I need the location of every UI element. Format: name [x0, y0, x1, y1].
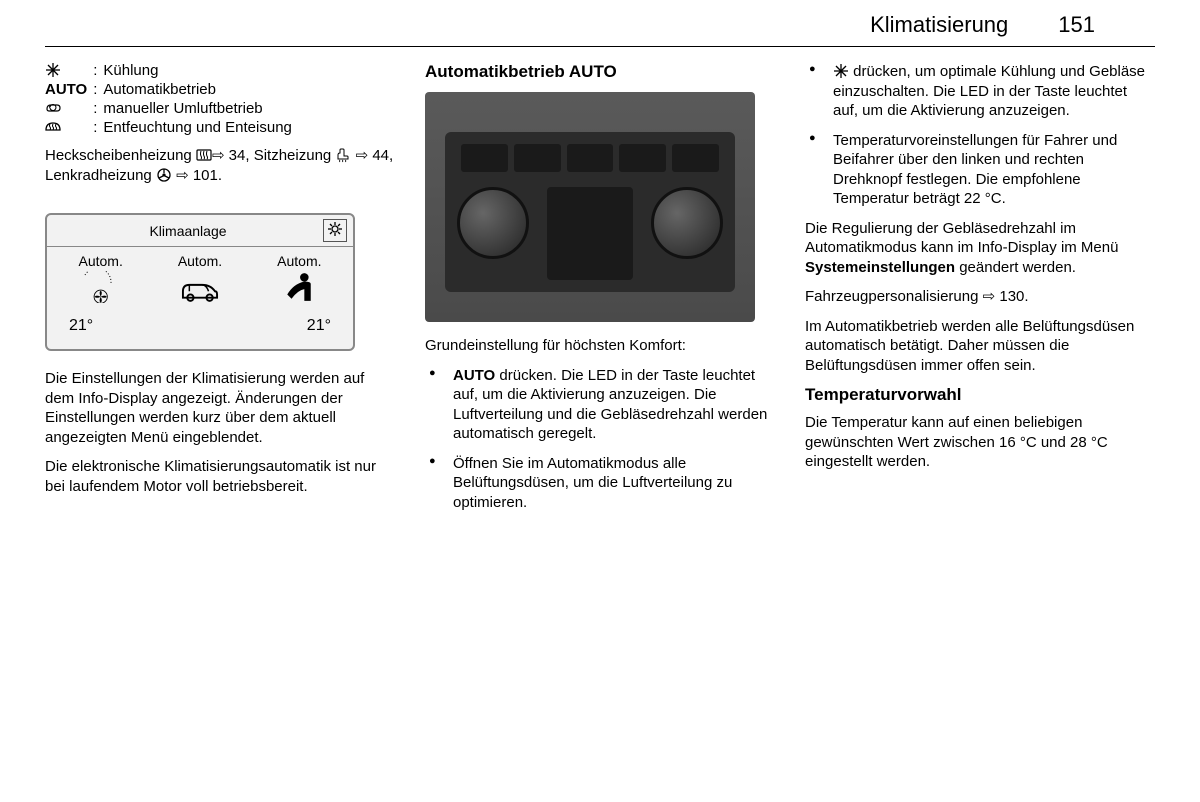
col2-intro: Grundeinstellung für höchsten Komfort:	[425, 336, 775, 356]
col1-para-1: Die Einstellungen der Klimatisierung wer…	[45, 369, 395, 447]
temp-preselect-heading: Temperaturvorwahl	[805, 385, 1155, 405]
seat-heat-icon	[335, 147, 351, 163]
col3-para-1: Die Regulierung der Gebläsedrehzahl im A…	[805, 219, 1155, 278]
col2-bullet-1: AUTO drücken. Die LED in der Taste leuch…	[425, 366, 775, 444]
col1-para-2: Die elektronische Klimatisierungsautomat…	[45, 457, 395, 496]
display-car-cell: Autom.	[150, 253, 249, 305]
legend-table: : Kühlung AUTO : Automatikbetrieb : manu…	[45, 62, 395, 136]
gear-icon	[323, 219, 347, 242]
col3-para-2: Fahrzeugpersonalisierung ⇨ 130.	[805, 287, 1155, 307]
recirc-icon	[45, 100, 87, 117]
display-temp-left: 21°	[69, 317, 93, 335]
col3-bullet-2: Temperaturvoreinstellungen für Fahrer un…	[805, 131, 1155, 209]
cross-references: Heckscheibenheizung ⇨ 34, Sitzheizung ⇨ …	[45, 146, 395, 185]
content-columns: : Kühlung AUTO : Automatikbetrieb : manu…	[0, 47, 1200, 522]
wheel-heat-icon	[156, 167, 172, 183]
snowflake-icon	[833, 63, 849, 79]
legend-cooling: Kühlung	[103, 62, 395, 79]
legend-defog: Entfeuchtung und Enteisung	[103, 119, 395, 136]
legend-auto: Automatikbetrieb	[103, 81, 395, 98]
defog-icon	[45, 119, 87, 136]
climate-panel-photo	[425, 92, 755, 322]
col2-bullet-2: Öffnen Sie im Automatikmodus alle Belüft…	[425, 454, 775, 513]
display-title: Klimaanlage	[53, 223, 323, 239]
col3-bullet-1: drücken, um optimale Kühlung und Gebläse…	[805, 62, 1155, 121]
display-fan-cell: Autom.	[51, 253, 150, 305]
legend-recirc: manueller Umluftbetrieb	[103, 100, 395, 117]
auto-mode-heading: Automatikbetrieb AUTO	[425, 62, 775, 82]
display-person-cell: Autom.	[250, 253, 349, 305]
auto-label: AUTO	[45, 81, 87, 98]
header-title: Klimatisierung	[870, 12, 1008, 38]
column-3: drücken, um optimale Kühlung und Gebläse…	[805, 62, 1155, 522]
column-1: : Kühlung AUTO : Automatikbetrieb : manu…	[45, 62, 395, 522]
col3-para-4: Die Temperatur kann auf einen beliebigen…	[805, 413, 1155, 472]
col3-para-3: Im Automatikbetrieb werden alle Belüftun…	[805, 317, 1155, 376]
rear-defog-icon	[196, 147, 212, 163]
col3-bullet-list: drücken, um optimale Kühlung und Gebläse…	[805, 62, 1155, 209]
col2-bullet-list: AUTO drücken. Die LED in der Taste leuch…	[425, 366, 775, 513]
page-number: 151	[1058, 12, 1095, 38]
info-display-screenshot: Klimaanlage Autom. Autom.	[45, 213, 355, 351]
snowflake-icon	[45, 62, 87, 79]
column-2: Automatikbetrieb AUTO Grundeinstellung f…	[425, 62, 775, 522]
page-header: Klimatisierung 151	[45, 0, 1155, 47]
display-temp-right: 21°	[307, 317, 331, 335]
